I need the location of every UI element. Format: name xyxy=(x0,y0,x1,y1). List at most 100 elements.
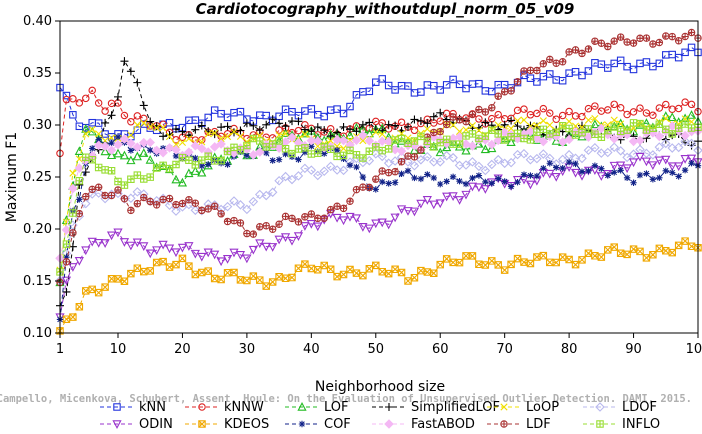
data-point xyxy=(126,241,136,251)
data-point xyxy=(164,200,175,211)
data-point xyxy=(339,204,348,213)
data-point xyxy=(475,172,483,179)
data-point xyxy=(475,126,483,135)
data-point xyxy=(488,104,496,112)
data-point xyxy=(571,67,580,76)
data-point xyxy=(564,134,574,145)
data-point xyxy=(654,131,665,142)
data-point xyxy=(552,115,560,124)
data-point xyxy=(126,67,135,76)
data-point xyxy=(211,129,219,137)
data-point xyxy=(76,196,83,203)
data-point xyxy=(655,104,664,112)
data-point xyxy=(378,119,386,127)
data-point xyxy=(686,138,697,149)
data-point xyxy=(332,134,342,145)
data-point xyxy=(275,119,284,128)
data-point xyxy=(538,149,549,159)
data-point xyxy=(616,127,625,136)
data-point xyxy=(539,104,548,113)
data-point xyxy=(430,128,438,137)
data-point xyxy=(506,137,516,146)
data-point xyxy=(204,113,212,122)
legend-marker xyxy=(297,402,307,411)
legend-label: COF xyxy=(324,417,351,432)
data-point xyxy=(475,115,483,123)
data-point xyxy=(604,172,611,179)
data-point xyxy=(80,198,91,209)
data-point xyxy=(385,180,392,187)
legend-item: ODIN xyxy=(100,417,173,432)
data-point xyxy=(468,130,477,138)
data-point xyxy=(615,146,626,156)
data-point xyxy=(242,254,252,264)
data-point xyxy=(320,112,328,121)
data-point xyxy=(635,135,645,146)
data-point xyxy=(68,183,78,194)
data-point xyxy=(661,111,671,120)
data-point xyxy=(688,160,695,167)
data-point xyxy=(604,64,612,72)
data-point xyxy=(205,161,212,168)
data-point xyxy=(404,82,412,90)
data-point xyxy=(120,57,129,66)
data-point xyxy=(326,205,335,214)
data-point xyxy=(172,140,180,149)
legend-item: LDOF xyxy=(583,400,657,415)
data-point xyxy=(410,115,419,124)
data-point xyxy=(384,168,393,177)
data-point xyxy=(378,75,386,83)
data-point xyxy=(636,104,644,112)
data-point xyxy=(390,144,400,155)
data-point xyxy=(235,200,246,210)
data-point xyxy=(565,107,573,116)
data-point xyxy=(656,174,663,182)
data-point xyxy=(185,135,193,143)
data-point xyxy=(274,235,284,245)
data-point xyxy=(557,137,568,147)
data-point xyxy=(345,212,355,222)
data-point xyxy=(436,127,444,136)
legend-item: kNN xyxy=(100,400,166,415)
data-point xyxy=(152,258,161,267)
data-point xyxy=(75,99,84,107)
data-point xyxy=(553,164,560,171)
data-point xyxy=(152,164,161,172)
data-point xyxy=(482,178,489,186)
data-point xyxy=(177,177,188,187)
data-point xyxy=(158,240,168,250)
data-point xyxy=(75,155,83,163)
data-point xyxy=(314,214,322,222)
data-point xyxy=(280,233,291,243)
data-point xyxy=(584,116,593,124)
data-point xyxy=(372,78,380,86)
data-point xyxy=(397,158,406,166)
data-point xyxy=(422,195,432,205)
data-point xyxy=(223,217,232,226)
data-point xyxy=(204,267,212,275)
data-point xyxy=(681,167,689,174)
data-point xyxy=(268,243,278,252)
data-point xyxy=(558,111,567,120)
data-point xyxy=(107,166,116,175)
data-point xyxy=(107,134,116,142)
data-point xyxy=(113,139,123,150)
data-point xyxy=(584,45,593,53)
data-point xyxy=(449,113,457,121)
legend-label: LDF xyxy=(526,417,551,432)
data-point xyxy=(352,127,361,136)
data-point xyxy=(455,140,464,148)
data-point xyxy=(120,195,129,203)
data-point xyxy=(428,157,439,167)
data-point xyxy=(488,180,495,187)
data-point xyxy=(230,143,238,152)
data-point xyxy=(629,245,638,253)
data-point xyxy=(481,108,490,116)
data-point xyxy=(242,204,252,215)
data-point xyxy=(610,100,618,109)
data-point xyxy=(320,214,328,222)
data-point xyxy=(378,267,386,276)
data-point xyxy=(198,268,206,277)
data-point xyxy=(333,105,341,113)
data-point xyxy=(372,186,379,193)
